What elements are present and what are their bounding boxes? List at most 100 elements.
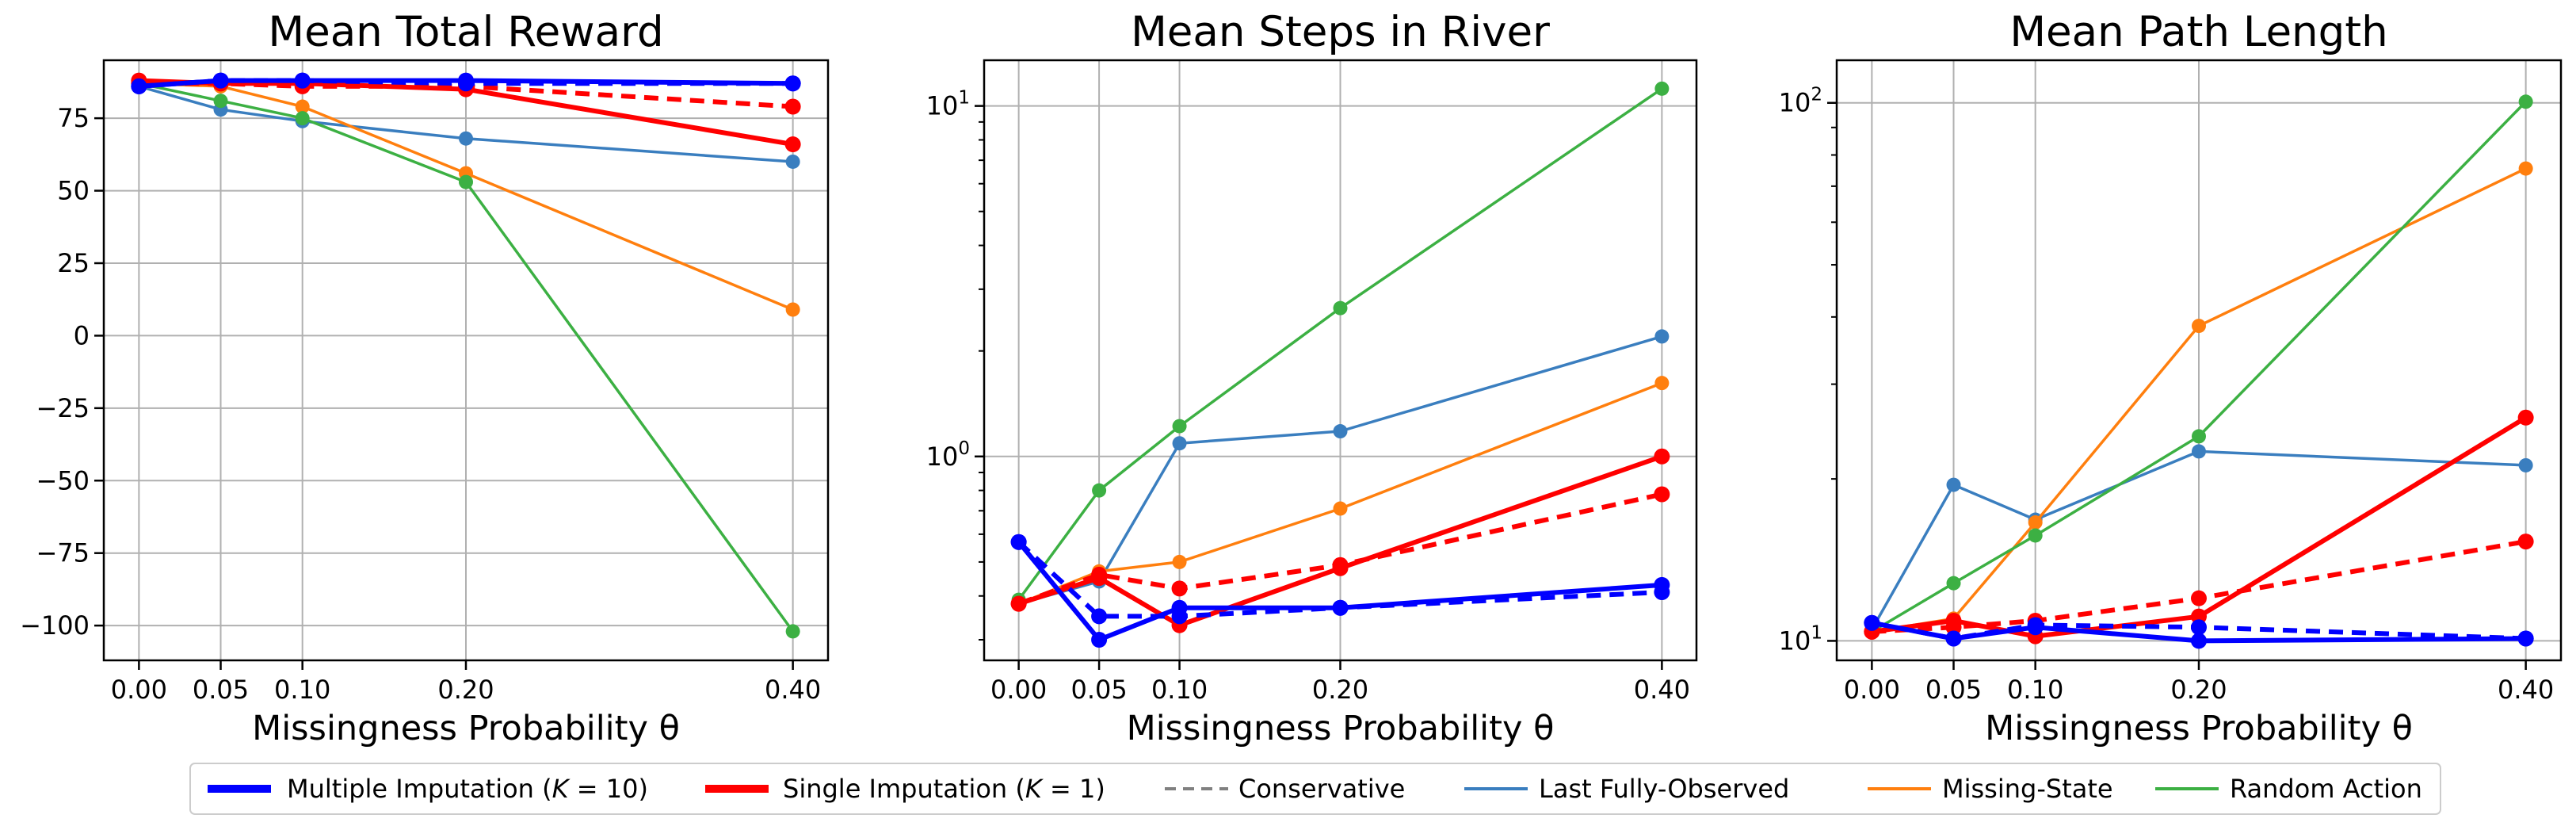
x-tick-label: 0.00: [1844, 675, 1900, 705]
data-point-1: [1091, 608, 1108, 625]
data-point-3: [459, 131, 473, 146]
chart-panel-mean-path-length: 101 102 0.00 0.05 0.10 0.20 0.40 Mean Path Leng…: [1779, 8, 2563, 748]
legend-label-missing-state: Missing-State: [1942, 774, 2113, 804]
chart-title: Mean Total Reward: [268, 8, 663, 56]
y-tick-label: 101: [1779, 622, 1822, 656]
data-point-1: [1946, 477, 1961, 492]
legend-label-last-fully-observed: Last Fully-Observed: [1539, 774, 1789, 804]
y-tick-label: 75: [57, 103, 90, 133]
data-point-3: [458, 72, 474, 89]
chart-panel-mean-steps-in-river: 100 101 0.00 0.05 0.10 0.20 0.40 Mean Steps in …: [926, 8, 1698, 748]
data-point-4: [1654, 81, 1670, 96]
y-tick-label: 101: [926, 88, 970, 121]
x-tick-label: 0.10: [1151, 675, 1208, 705]
y-tick-label: 50: [57, 176, 90, 206]
data-point-4: [1654, 448, 1670, 465]
x-tick-label: 0.40: [1634, 675, 1690, 705]
data-point-4: [1654, 329, 1670, 344]
series-multiple-imputation-k-10: [1864, 614, 2534, 649]
y-tick-label: 100: [926, 438, 970, 472]
legend-frame: [189, 763, 2441, 815]
x-axis-label: Missingness Probability θ: [1127, 709, 1555, 748]
x-tick-label: 0.20: [1312, 675, 1368, 705]
x-tick-label: 0.20: [437, 675, 494, 705]
y-tick-label: −25: [36, 393, 90, 423]
chart-panel-mean-total-reward: 75 50 25 0 −25 −50 −75 −100 0.00 0.05 0.10 0.20 0.40…: [20, 8, 830, 748]
data-point-1: [1092, 483, 1107, 498]
data-point-2: [2027, 619, 2044, 636]
data-point-2: [294, 72, 311, 89]
data-point-1: [1945, 613, 1962, 629]
data-point-4: [1654, 576, 1670, 593]
data-point-3: [1333, 501, 1348, 516]
data-point-0: [1010, 534, 1027, 550]
y-tick-label: −100: [20, 610, 90, 641]
data-point-2: [1172, 419, 1187, 434]
chart-title: Mean Steps in River: [1131, 8, 1550, 56]
x-axis-label: Missingness Probability θ: [252, 709, 680, 748]
x-tick-label: 0.20: [2170, 675, 2227, 705]
data-point-1: [213, 94, 228, 109]
legend-label-multiple-imputation: Multiple Imputation (K = 10): [287, 774, 648, 804]
data-point-2: [1171, 580, 1188, 597]
data-point-2: [1172, 436, 1187, 451]
y-tick-label: 0: [74, 320, 90, 350]
x-tick-label: 0.05: [1070, 675, 1127, 705]
data-point-4: [2517, 630, 2534, 647]
x-tick-label: 0.05: [193, 675, 249, 705]
data-point-2: [1172, 554, 1187, 569]
y-tick-label: 25: [57, 248, 90, 278]
data-point-2: [2028, 515, 2043, 530]
series-multiple-imputation-k-10: [131, 72, 801, 94]
y-tick-label: −50: [36, 465, 90, 495]
legend-label-random-action: Random Action: [2230, 774, 2422, 804]
data-point-3: [2192, 319, 2206, 334]
data-point-4: [2517, 409, 2534, 426]
x-tick-label: 0.00: [990, 675, 1047, 705]
data-point-4: [785, 154, 800, 169]
series-multiple-imputation-k-10: [1010, 534, 1670, 648]
data-point-3: [2191, 619, 2207, 636]
x-tick-label: 0.10: [2007, 675, 2063, 705]
data-point-4: [2518, 161, 2533, 176]
data-point-1: [212, 72, 229, 89]
data-point-1: [1946, 576, 1961, 591]
legend-label-conservative: Conservative: [1238, 774, 1405, 804]
legend-label-single-imputation: Single Imputation (K = 1): [783, 774, 1105, 804]
data-point-3: [2191, 633, 2207, 649]
x-tick-label: 0.05: [1925, 675, 1982, 705]
data-point-2: [295, 111, 310, 126]
data-point-4: [2518, 457, 2533, 472]
series-random-action: [1011, 81, 1670, 607]
data-point-0: [1010, 595, 1027, 612]
x-axis-label: Missingness Probability θ: [1985, 709, 2413, 748]
data-point-4: [784, 75, 801, 92]
data-point-3: [2192, 444, 2206, 459]
x-tick-label: 0.40: [765, 675, 821, 705]
data-point-2: [1171, 599, 1188, 616]
data-point-3: [2191, 590, 2207, 606]
data-point-1: [1091, 570, 1108, 587]
data-point-2: [2028, 528, 2043, 543]
data-point-0: [131, 78, 147, 94]
chart-title: Mean Path Length: [2009, 8, 2387, 56]
data-point-4: [1654, 376, 1670, 391]
data-point-1: [1945, 630, 1962, 647]
y-tick-label: −75: [36, 538, 90, 568]
x-tick-label: 0.00: [111, 675, 167, 705]
x-tick-label: 0.40: [2498, 675, 2554, 705]
y-tick-label: 102: [1779, 85, 1822, 118]
data-point-3: [2192, 429, 2206, 444]
data-point-4: [785, 624, 800, 639]
data-point-4: [784, 136, 801, 153]
data-point-0: [1864, 614, 1880, 631]
data-point-2: [295, 99, 310, 114]
legend: Multiple Imputation (K = 10) Single Impu…: [189, 763, 2441, 815]
data-point-3: [1332, 560, 1349, 576]
data-point-3: [1333, 300, 1348, 316]
x-tick-label: 0.10: [274, 675, 330, 705]
data-point-3: [1333, 424, 1348, 439]
data-point-3: [459, 174, 473, 189]
data-point-1: [1091, 631, 1108, 648]
